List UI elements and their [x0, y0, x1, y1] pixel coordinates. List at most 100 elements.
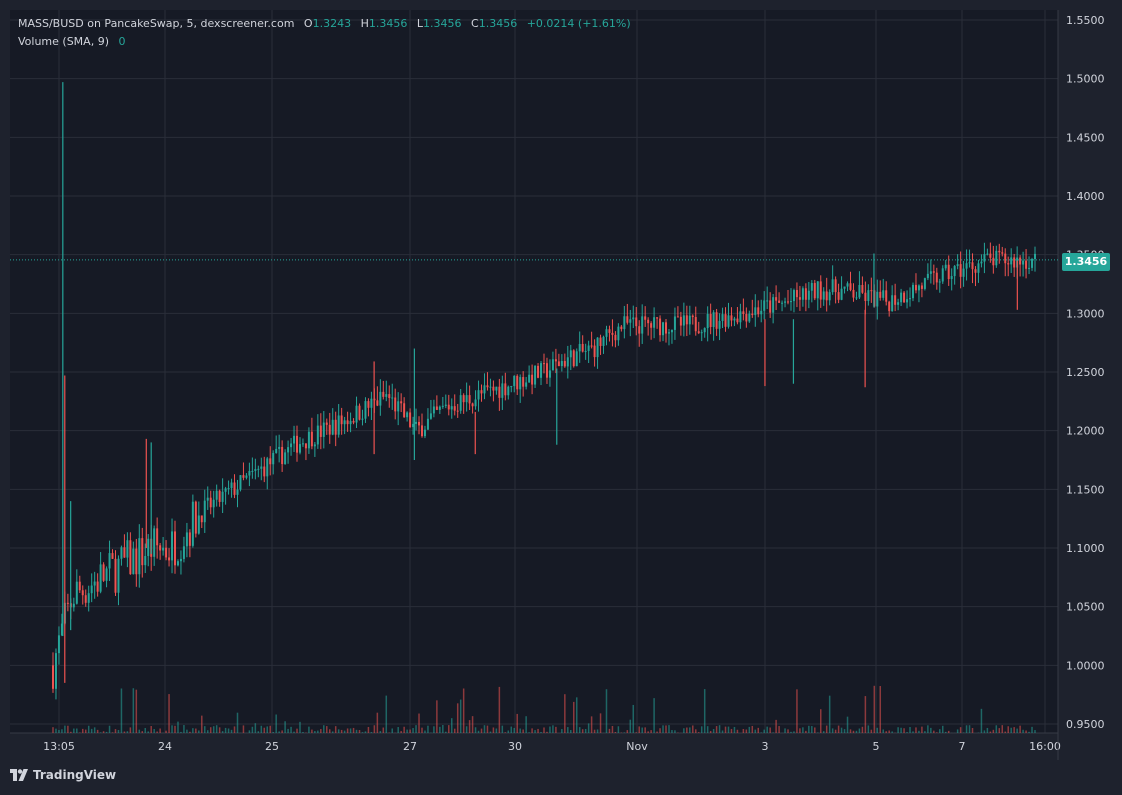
candle-body: [563, 361, 566, 367]
candle-body: [772, 297, 775, 313]
volume-bar: [93, 727, 96, 733]
volume-bar: [852, 730, 855, 733]
candle-body: [885, 290, 888, 302]
volume-bar: [442, 725, 444, 733]
volume-bar: [96, 729, 99, 733]
candle-body: [337, 415, 340, 435]
symbol-title[interactable]: MASS/BUSD on PancakeSwap, 5, dexscreener…: [18, 17, 295, 30]
volume-bar: [198, 730, 200, 733]
volume-bar: [915, 727, 917, 733]
volume-bar: [617, 726, 620, 733]
volume-bar: [766, 726, 768, 733]
candle-body: [920, 285, 923, 289]
volume-bar: [793, 731, 795, 733]
candle-body: [977, 263, 980, 273]
candle-body: [784, 301, 787, 303]
tradingview-brand[interactable]: TradingView: [10, 768, 116, 782]
volume-bar: [555, 726, 557, 733]
volume-bar: [495, 728, 498, 733]
candle-body: [831, 279, 834, 293]
candle-body: [626, 316, 629, 323]
candle-body: [986, 253, 989, 255]
volume-bar: [70, 731, 72, 733]
y-tick-label: 1.3000: [1066, 307, 1105, 320]
volume-bar: [998, 728, 1001, 733]
candle-body: [260, 466, 263, 469]
candle-body: [1010, 257, 1013, 265]
candle-body: [483, 385, 486, 394]
y-tick-label: 1.2000: [1066, 425, 1105, 438]
candle-body: [712, 312, 715, 327]
volume-bar: [1010, 727, 1012, 733]
volume-bar: [281, 730, 283, 733]
candle-body: [471, 403, 474, 407]
volume-indicator-label[interactable]: Volume (SMA, 9): [18, 35, 109, 48]
candle-body: [301, 443, 304, 445]
volume-bar: [293, 731, 295, 733]
volume-bar: [248, 730, 251, 733]
volume-bar: [308, 726, 310, 733]
volume-bar: [614, 731, 617, 733]
candle-body: [635, 317, 638, 327]
volume-bar: [692, 725, 694, 733]
candle-body: [903, 292, 906, 303]
volume-bar: [784, 728, 786, 733]
volume-bar: [218, 727, 221, 733]
volume-bar: [183, 725, 185, 733]
volume-bar: [843, 729, 846, 733]
volume-bar: [180, 731, 182, 733]
volume-bar: [840, 727, 843, 733]
volume-bar: [819, 709, 822, 733]
candle-body: [138, 538, 141, 575]
volume-bar: [939, 729, 941, 733]
volume-bar: [337, 729, 340, 733]
candle-body: [179, 558, 182, 562]
candle-body: [742, 311, 745, 315]
candle-body: [489, 386, 492, 388]
volume-value: 0: [118, 35, 126, 48]
volume-bar: [1016, 728, 1018, 733]
candle-body: [87, 593, 90, 603]
last-price-tag: 1.3456: [1062, 253, 1110, 271]
candle-body: [123, 547, 126, 558]
volume-bar: [733, 726, 736, 733]
volume-bar: [328, 729, 331, 733]
volume-bar: [671, 730, 673, 733]
candle-body: [560, 361, 563, 367]
candle-body: [209, 497, 212, 508]
candle-body: [117, 558, 120, 593]
candle-body: [266, 458, 269, 477]
x-tick-label: 7: [959, 740, 966, 753]
candle-body: [819, 281, 822, 300]
candle-body: [965, 263, 968, 269]
candle-body: [221, 491, 224, 502]
candle-body: [298, 444, 301, 453]
low-value: 1.3456: [423, 17, 462, 30]
volume-bar: [662, 725, 664, 733]
volume-bar: [105, 731, 108, 733]
candle-body: [93, 581, 96, 586]
volume-bar: [575, 697, 578, 733]
volume-bar: [340, 729, 343, 733]
volume-bar: [1022, 729, 1024, 733]
volume-bar: [156, 731, 158, 733]
candle-body: [611, 332, 614, 335]
candle-body: [355, 405, 358, 423]
volume-bar: [311, 729, 313, 733]
candle-body: [105, 568, 108, 581]
candle-body: [659, 318, 662, 336]
volume-bar: [346, 728, 349, 733]
candle-body: [364, 401, 367, 419]
candle-body: [837, 292, 840, 300]
volume-bar: [647, 731, 649, 733]
candle-body: [200, 515, 203, 523]
volume-bar: [522, 729, 524, 733]
volume-bar: [903, 728, 905, 733]
candle-body: [412, 423, 415, 428]
candle-body: [897, 302, 900, 305]
candle-body: [293, 435, 296, 444]
volume-bar: [858, 728, 861, 733]
high-value: 1.3456: [368, 17, 408, 30]
volume-bar: [564, 694, 566, 733]
